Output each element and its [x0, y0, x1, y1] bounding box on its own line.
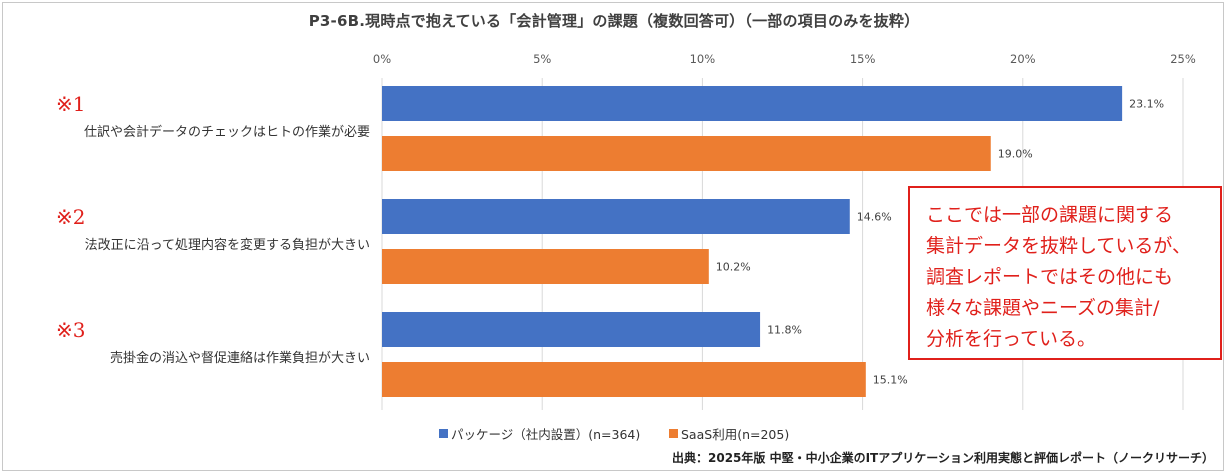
category-label-1: 仕訳や会計データのチェックはヒトの作業が必要: [83, 125, 370, 140]
category-mark-1: ※1: [56, 92, 86, 116]
data-label-saas-1: 19.0%: [998, 148, 1033, 161]
x-tick-label-1: 5%: [533, 52, 551, 66]
legend-label-saas: SaaS利用(n=205): [681, 427, 790, 442]
legend-item-saas: SaaS利用(n=205): [669, 424, 789, 443]
bar-saas-1: [382, 136, 991, 171]
x-tick-label-2: 10%: [690, 52, 716, 66]
bar-package-1: [382, 86, 1123, 121]
x-tick-label-3: 15%: [850, 52, 876, 66]
x-tick-label-5: 25%: [1170, 52, 1196, 66]
category-label-3: 売掛金の消込や督促連絡は作業負担が大きい: [109, 351, 370, 366]
category-mark-2: ※2: [56, 205, 86, 229]
legend-swatch-saas: [669, 429, 678, 438]
chart-title: P3-6B.現時点で抱えている「会計管理」の課題（複数回答可）（一部の項目のみを…: [308, 12, 920, 30]
bar-package-2: [382, 199, 850, 234]
category-mark-3: ※3: [56, 318, 86, 342]
callout-line-2: 集計データを抜粋しているが、: [926, 235, 1192, 257]
callout-line-3: 調査レポートではその他にも: [926, 266, 1174, 288]
data-label-saas-2: 10.2%: [716, 261, 751, 274]
bar-saas-2: [382, 249, 709, 284]
x-tick-label-4: 20%: [1010, 52, 1036, 66]
bar-package-3: [382, 312, 761, 347]
callout-line-1: ここでは一部の課題に関する: [926, 204, 1174, 226]
callout-line-5: 分析を行っている。: [926, 328, 1097, 350]
callout-line-4: 様々な課題やニーズの集計/: [926, 297, 1160, 319]
data-label-package-2: 14.6%: [857, 211, 892, 224]
legend-item-package: パッケージ（社内設置）(n=364): [439, 424, 640, 443]
bar-saas-3: [382, 362, 866, 397]
legend-label-package: パッケージ（社内設置）(n=364): [451, 427, 641, 442]
data-label-package-1: 23.1%: [1129, 98, 1164, 111]
callout-note: ここでは一部の課題に関する 集計データを抜粋しているが、 調査レポートではその他…: [908, 186, 1222, 360]
legend-swatch-package: [439, 429, 448, 438]
category-label-2: 法改正に沿って処理内容を変更する負担が大きい: [84, 238, 370, 253]
data-label-package-3: 11.8%: [767, 324, 802, 337]
x-tick-label-0: 0%: [373, 52, 391, 66]
source-note: 出典：2025年版 中堅・中小企業のITアプリケーション利用実態と評価レポート（…: [672, 451, 1214, 465]
data-label-saas-3: 15.1%: [873, 374, 908, 387]
